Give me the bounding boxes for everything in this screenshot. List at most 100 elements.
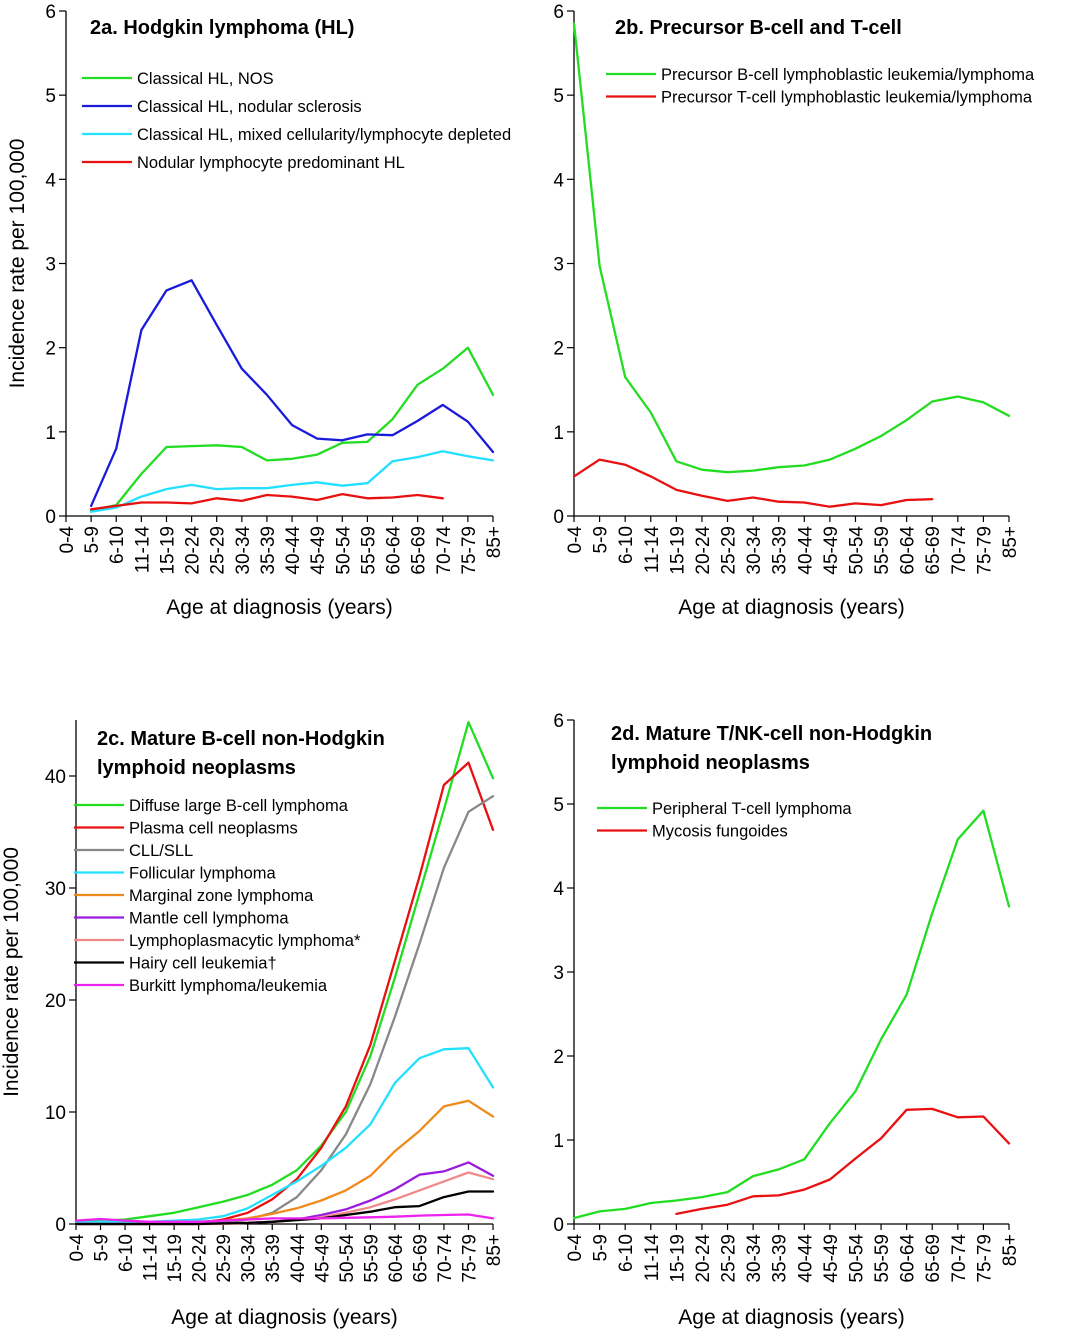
x-tick-label: 55-59 <box>358 526 379 575</box>
y-tick-label: 30 <box>45 879 66 900</box>
x-tick-label: 0-4 <box>57 526 78 554</box>
x-tick-label: 20-24 <box>693 526 714 575</box>
x-tick-label: 85+ <box>1000 1234 1021 1266</box>
legend-label: Hairy cell leukemia† <box>129 955 277 973</box>
x-tick-label: 40-44 <box>283 526 304 575</box>
x-tick-label: 30-34 <box>233 526 254 575</box>
x-tick-label: 50-54 <box>846 526 867 575</box>
series-line-b-1 <box>572 458 934 508</box>
y-tick-label: 6 <box>553 711 564 732</box>
x-tick-label: 85+ <box>1000 526 1021 558</box>
y-tick-label: 6 <box>45 2 56 23</box>
x-tick-label: 25-29 <box>719 1234 740 1283</box>
x-tick-label: 6-10 <box>116 1234 137 1272</box>
series-line-a-1 <box>89 279 495 508</box>
x-tick-label: 85+ <box>484 1234 505 1266</box>
x-tick-label: 75-79 <box>459 1234 480 1283</box>
chart-panel-b: 0 1 2 3 4 5 6 0-4 5-9 6-10 11-14 15-19 20-24 25-29 30-… <box>553 2 1035 619</box>
y-tick-label: 1 <box>553 1131 564 1152</box>
x-tick-label: 85+ <box>484 526 505 558</box>
series-line-c-7 <box>74 1190 495 1226</box>
x-tick-label: 6-10 <box>616 1234 637 1272</box>
y-tick-label: 1 <box>45 423 56 444</box>
x-tick-label: 6-10 <box>616 526 637 564</box>
x-tick-label: 55-59 <box>872 1234 893 1283</box>
x-tick-label: 25-29 <box>214 1234 235 1283</box>
x-tick-label: 11-14 <box>642 1234 663 1282</box>
x-tick-label: 20-24 <box>693 1234 714 1283</box>
x-tick-label: 35-39 <box>263 1234 284 1283</box>
legend-label: Mantle cell lymphoma <box>129 910 289 928</box>
x-tick-label: 15-19 <box>667 1234 688 1283</box>
x-tick-label: 55-59 <box>361 1234 382 1283</box>
x-tick-label: 75-79 <box>974 1234 995 1283</box>
legend-label: Precursor B-cell lymphoblastic leukemia/… <box>661 66 1035 84</box>
legend-label: Burkitt lymphoma/leukemia <box>129 977 328 995</box>
x-tick-label: 45-49 <box>821 1234 842 1283</box>
y-tick-label: 1 <box>553 423 564 444</box>
x-tick-label: 75-79 <box>974 526 995 575</box>
x-axis-title: Age at diagnosis (years) <box>678 1306 904 1329</box>
x-tick-label: 35-39 <box>258 526 279 575</box>
x-tick-label: 60-64 <box>898 526 919 575</box>
x-tick-label: 75-79 <box>459 526 480 575</box>
x-tick-label: 60-64 <box>386 1234 407 1283</box>
x-tick-label: 35-39 <box>770 1234 791 1283</box>
x-tick-label: 40-44 <box>288 1234 309 1283</box>
x-tick-label: 0-4 <box>565 526 586 554</box>
y-tick-label: 5 <box>553 795 564 816</box>
legend-label: Lymphoplasmacytic lymphoma* <box>129 932 361 950</box>
x-tick-label: 30-34 <box>744 1234 765 1283</box>
x-tick-label: 50-54 <box>846 1234 867 1283</box>
y-axis-title: Incidence rate per 100,000 <box>6 139 29 389</box>
y-tick-label: 4 <box>45 170 56 191</box>
x-tick-label: 50-54 <box>333 526 354 575</box>
y-tick-label: 4 <box>553 879 564 900</box>
legend-label: Nodular lymphocyte predominant HL <box>137 154 405 172</box>
legend-label: Peripheral T-cell lymphoma <box>652 800 852 818</box>
legend-label: Mycosis fungoides <box>652 823 788 841</box>
series-line-c-2 <box>74 795 495 1226</box>
legend-label: Plasma cell neoplasms <box>129 820 298 838</box>
series-line-a-3 <box>89 492 444 511</box>
x-tick-label: 65-69 <box>923 1234 944 1283</box>
x-tick-label: 70-74 <box>949 526 970 575</box>
y-tick-label: 3 <box>553 255 564 276</box>
x-tick-label: 11-14 <box>141 1234 162 1282</box>
x-tick-label: 70-74 <box>434 526 455 575</box>
legend-label: Classical HL, NOS <box>137 70 274 88</box>
x-tick-label: 5-9 <box>82 526 103 553</box>
x-tick-label: 25-29 <box>208 526 229 575</box>
x-tick-label: 20-24 <box>183 526 204 575</box>
y-tick-label: 5 <box>45 86 56 107</box>
y-tick-label: 5 <box>553 86 564 107</box>
x-tick-label: 40-44 <box>795 1234 816 1283</box>
series-line-c-0 <box>74 721 495 1223</box>
x-axis-title: Age at diagnosis (years) <box>166 596 392 619</box>
series-line-d-0 <box>572 809 1011 1220</box>
y-tick-label: 0 <box>55 1215 66 1236</box>
x-tick-label: 20-24 <box>190 1234 211 1283</box>
x-tick-label: 15-19 <box>157 526 178 575</box>
x-tick-label: 15-19 <box>165 1234 186 1283</box>
x-tick-label: 65-69 <box>409 526 430 575</box>
series-line-b-0 <box>572 22 1011 474</box>
x-tick-label: 45-49 <box>821 526 842 575</box>
x-tick-label: 11-14 <box>132 526 153 574</box>
panel-title: 2c. Mature B-cell non-Hodgkin <box>97 728 385 750</box>
y-tick-label: 3 <box>553 963 564 984</box>
x-axis-title: Age at diagnosis (years) <box>678 596 904 619</box>
x-tick-label: 5-9 <box>591 526 612 553</box>
legend-label: Precursor T-cell lymphoblastic leukemia/… <box>661 89 1033 107</box>
panel-title: 2a. Hodgkin lymphoma (HL) <box>90 17 354 39</box>
x-tick-label: 65-69 <box>410 1234 431 1283</box>
y-tick-label: 40 <box>45 767 66 788</box>
x-tick-label: 0-4 <box>67 1234 88 1262</box>
y-tick-label: 6 <box>553 2 564 23</box>
series-line-a-0 <box>89 346 495 512</box>
y-tick-label: 0 <box>553 1215 564 1236</box>
y-tick-label: 2 <box>553 1047 564 1068</box>
x-tick-label: 70-74 <box>435 1234 456 1283</box>
y-tick-label: 2 <box>553 339 564 360</box>
